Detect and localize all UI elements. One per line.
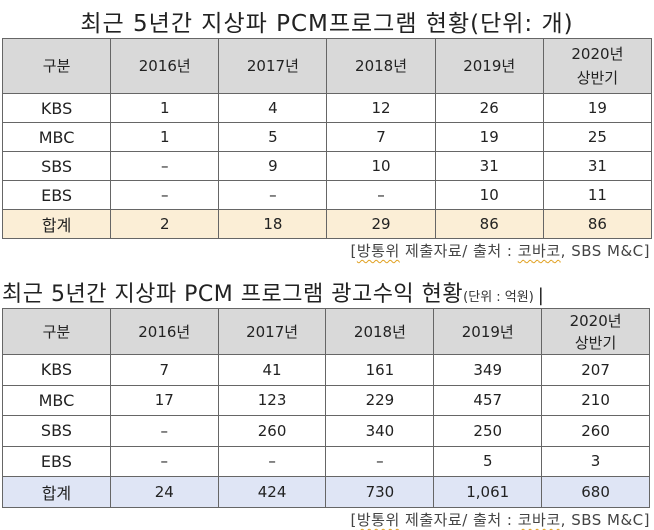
- cell: 207: [541, 354, 650, 386]
- header-2020-h1: 2020년 상반기: [542, 38, 653, 94]
- table-header-row: 구분 2016년 2017년 2018년 2019년 2020년 상반기: [2, 308, 650, 355]
- cell: 12: [326, 93, 436, 123]
- total-cell: 730: [325, 476, 435, 508]
- row-label: KBS: [2, 354, 111, 386]
- cell: 31: [434, 151, 544, 181]
- total-row: 합계 24 424 730 1,061 680: [2, 476, 650, 508]
- table-row: SBS – 260 340 250 260: [2, 415, 650, 447]
- cell: –: [109, 415, 219, 447]
- cell: 250: [433, 415, 543, 447]
- cell: 19: [542, 93, 653, 123]
- cell: 3: [541, 445, 650, 477]
- total-cell: 680: [541, 476, 650, 508]
- table-row: SBS – 9 10 31 31: [1, 151, 653, 181]
- table1-title: 최근 5년간 지상파 PCM프로그램 현황(단위: 개): [80, 11, 574, 37]
- header-2016: 2016년: [110, 38, 220, 94]
- cell: 210: [541, 384, 650, 416]
- total-cell: 424: [217, 476, 327, 508]
- table2-title: 최근 5년간 지상파 PCM 프로그램 광고수익 현황(단위 : 억원) |: [2, 282, 545, 307]
- cell: 1: [110, 93, 220, 123]
- row-label: SBS: [1, 151, 112, 181]
- header-2018: 2018년: [326, 38, 436, 94]
- row-label: SBS: [2, 415, 111, 447]
- total-cell: 1,061: [433, 476, 543, 508]
- header-2020-h1: 2020년 상반기: [541, 308, 650, 355]
- cell: 229: [325, 384, 435, 416]
- cell: 123: [217, 384, 327, 416]
- cell: 10: [434, 180, 544, 210]
- table-row: MBC 17 123 229 457 210: [2, 384, 650, 416]
- row-label: MBC: [1, 122, 112, 152]
- total-cell: 2: [110, 209, 220, 239]
- cell: 11: [542, 180, 653, 210]
- cell: 41: [217, 354, 327, 386]
- cell: 340: [325, 415, 435, 447]
- cell: –: [217, 445, 327, 477]
- row-label: EBS: [1, 180, 112, 210]
- cell: 17: [109, 384, 219, 416]
- cell: 31: [542, 151, 653, 181]
- table2-source-note: [방통위 제출자료/ 출처 : 코바코, SBS M&C]: [350, 511, 650, 529]
- cell: –: [325, 445, 435, 477]
- total-cell: 24: [109, 476, 219, 508]
- header-2017: 2017년: [217, 308, 327, 355]
- total-row: 합계 2 18 29 86 86: [1, 209, 653, 239]
- total-cell: 29: [326, 209, 436, 239]
- cell: 19: [434, 122, 544, 152]
- cell: –: [218, 180, 328, 210]
- cell: –: [326, 180, 436, 210]
- table-header-row: 구분 2016년 2017년 2018년 2019년 2020년 상반기: [1, 38, 653, 94]
- cell: 260: [217, 415, 327, 447]
- cell: 5: [218, 122, 328, 152]
- cell: –: [109, 445, 219, 477]
- header-2018: 2018년: [325, 308, 435, 355]
- cell: 4: [218, 93, 328, 123]
- cell: 457: [433, 384, 543, 416]
- cell: –: [110, 151, 220, 181]
- header-category: 구분: [2, 308, 111, 355]
- table-row: KBS 7 41 161 349 207: [2, 354, 650, 386]
- cell: 1: [110, 122, 220, 152]
- cell: 10: [326, 151, 436, 181]
- table1-source-note: [방통위 제출자료/ 출처 : 코바코, SBS M&C]: [350, 242, 650, 260]
- table-row: EBS – – – 5 3: [2, 445, 650, 477]
- cell: 9: [218, 151, 328, 181]
- text-cursor: |: [537, 285, 545, 306]
- cell: 26: [434, 93, 544, 123]
- cell: 25: [542, 122, 653, 152]
- table-row: KBS 1 4 12 26 19: [1, 93, 653, 123]
- total-cell: 86: [542, 209, 653, 239]
- cell: 260: [541, 415, 650, 447]
- row-label: EBS: [2, 445, 111, 477]
- cell: 7: [109, 354, 219, 386]
- table-row: EBS – – – 10 11: [1, 180, 653, 210]
- total-label: 합계: [2, 476, 111, 508]
- row-label: KBS: [1, 93, 112, 123]
- cell: –: [110, 180, 220, 210]
- pcm-program-count-table: 구분 2016년 2017년 2018년 2019년 2020년 상반기 KBS …: [1, 38, 653, 239]
- pcm-ad-revenue-table: 구분 2016년 2017년 2018년 2019년 2020년 상반기 KBS …: [2, 308, 650, 508]
- header-category: 구분: [1, 38, 112, 94]
- header-2017: 2017년: [218, 38, 328, 94]
- header-2019: 2019년: [433, 308, 543, 355]
- cell: 5: [433, 445, 543, 477]
- row-label: MBC: [2, 384, 111, 416]
- table2-unit: (단위 : 억원): [463, 290, 534, 305]
- cell: 7: [326, 122, 436, 152]
- table-row: MBC 1 5 7 19 25: [1, 122, 653, 152]
- total-cell: 18: [218, 209, 328, 239]
- total-label: 합계: [1, 209, 112, 239]
- total-cell: 86: [434, 209, 544, 239]
- cell: 349: [433, 354, 543, 386]
- cell: 161: [325, 354, 435, 386]
- header-2016: 2016년: [109, 308, 219, 355]
- header-2019: 2019년: [434, 38, 544, 94]
